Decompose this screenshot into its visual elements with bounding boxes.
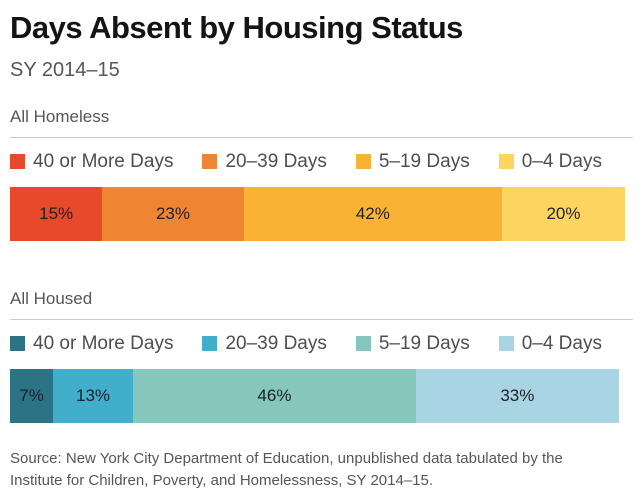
homeless-section: All Homeless 40 or More Days 20–39 Days 5–… — [10, 107, 633, 241]
legend-swatch — [202, 154, 218, 170]
legend-swatch — [10, 336, 25, 352]
legend-label: 40 or More Days — [33, 150, 174, 172]
bar-segment: 15% — [10, 186, 103, 241]
section-label: All Homeless — [10, 106, 110, 126]
segment-value: 7% — [19, 385, 44, 405]
legend-item: 5–19 Days — [355, 150, 470, 173]
legend: 40 or More Days 20–39 Days 5–19 Days 0–4 Da… — [10, 333, 633, 355]
segment-value: 20% — [546, 203, 581, 223]
page-title: Days Absent by Housing Status — [10, 10, 463, 45]
segment-value: 15% — [39, 203, 74, 223]
legend-swatch — [10, 154, 25, 170]
legend-swatch — [202, 336, 218, 352]
section-label: All Housed — [10, 288, 93, 308]
divider — [10, 136, 633, 138]
segment-value: 42% — [355, 203, 390, 223]
bar-segment: 42% — [243, 186, 502, 241]
bar-segment: 46% — [132, 368, 416, 423]
legend-label: 20–39 Days — [225, 332, 327, 354]
bar-segment: 33% — [415, 368, 619, 423]
legend-swatch — [355, 154, 371, 170]
legend-swatch — [498, 336, 514, 352]
legend-item: 40 or More Days — [10, 333, 173, 355]
legend-swatch — [498, 154, 514, 170]
segment-value: 46% — [257, 385, 292, 405]
housed-section: All Housed 40 or More Days 20–39 Days 5–19… — [10, 289, 633, 423]
segment-value: 33% — [500, 385, 535, 405]
legend-item: 20–39 Days — [202, 332, 327, 355]
chart-subtitle: SY 2014–15 — [10, 58, 120, 81]
legend-swatch — [355, 336, 371, 352]
segment-value: 23% — [155, 203, 190, 223]
stacked-bar: 7% 13% 46% 33% — [10, 368, 625, 423]
legend-label: 40 or More Days — [33, 332, 174, 354]
bar-segment: 7% — [10, 368, 54, 423]
bar-segment: 20% — [501, 186, 625, 241]
bar-segment: 13% — [53, 368, 133, 423]
legend-item: 0–4 Days — [498, 332, 602, 355]
bar-segment: 23% — [102, 186, 244, 241]
legend-label: 0–4 Days — [521, 150, 602, 172]
legend-item: 20–39 Days — [202, 150, 327, 173]
legend-item: 0–4 Days — [498, 150, 602, 173]
legend: 40 or More Days 20–39 Days 5–19 Days 0–4 Da… — [10, 151, 633, 173]
stacked-bar: 15% 23% 42% 20% — [10, 186, 625, 241]
legend-item: 40 or More Days — [10, 151, 173, 173]
segment-value: 13% — [76, 385, 111, 405]
divider — [10, 318, 633, 320]
legend-item: 5–19 Days — [355, 332, 470, 355]
legend-label: 5–19 Days — [378, 150, 470, 172]
legend-label: 5–19 Days — [378, 332, 470, 354]
legend-label: 20–39 Days — [225, 150, 327, 172]
source-note: Source: New York City Department of Educ… — [10, 449, 563, 490]
legend-label: 0–4 Days — [521, 332, 602, 354]
